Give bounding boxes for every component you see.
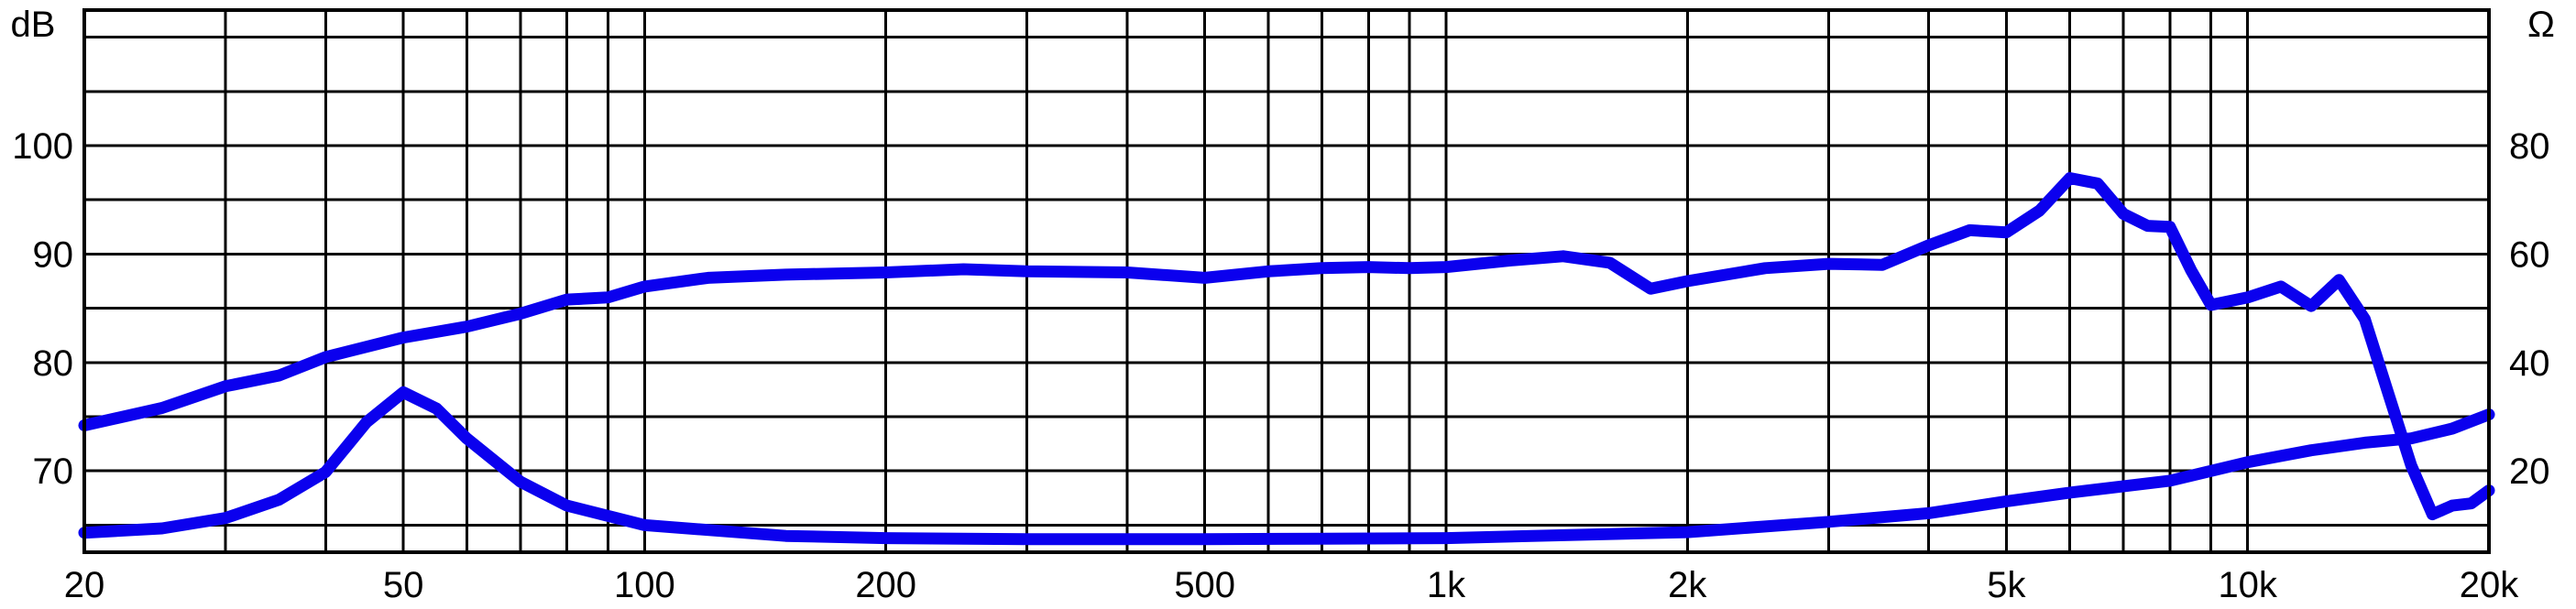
x-tick-label: 100 — [614, 565, 675, 605]
left-y-tick-label: 80 — [33, 343, 74, 384]
x-tick-label: 20k — [2460, 565, 2519, 605]
left-y-tick-label: 90 — [33, 234, 74, 275]
impedance-curve — [78, 386, 2495, 546]
x-tick-label: 200 — [855, 565, 916, 605]
right-axis-unit: Ω — [2527, 5, 2555, 45]
left-y-tick-label: 100 — [12, 126, 73, 167]
right-y-tick-label: 40 — [2509, 343, 2550, 384]
spl-curve — [78, 172, 2495, 521]
right-y-tick-label: 20 — [2509, 451, 2550, 492]
x-tick-label: 2k — [1668, 565, 1707, 605]
x-tick-label: 20 — [64, 565, 105, 605]
x-tick-label: 10k — [2218, 565, 2277, 605]
x-tick-label: 50 — [383, 565, 424, 605]
left-y-axis-ticks: 70 80 90 100 — [12, 126, 73, 492]
right-y-tick-label: 60 — [2509, 234, 2550, 275]
x-tick-label: 5k — [1987, 565, 2026, 605]
left-axis-unit: dB — [11, 5, 56, 45]
x-tick-label: 1k — [1427, 565, 1466, 605]
x-tick-label: 500 — [1174, 565, 1235, 605]
plot-frame — [82, 8, 2491, 554]
x-axis-ticks: 20 50 100 200 500 1k 2k 5k 10k 20k — [64, 565, 2519, 605]
left-y-tick-label: 70 — [33, 451, 74, 492]
data-series — [78, 172, 2495, 546]
right-y-tick-label: 80 — [2509, 126, 2550, 167]
horizontal-gridlines — [84, 36, 2489, 527]
right-y-axis-ticks: 20 40 60 80 — [2509, 126, 2550, 492]
